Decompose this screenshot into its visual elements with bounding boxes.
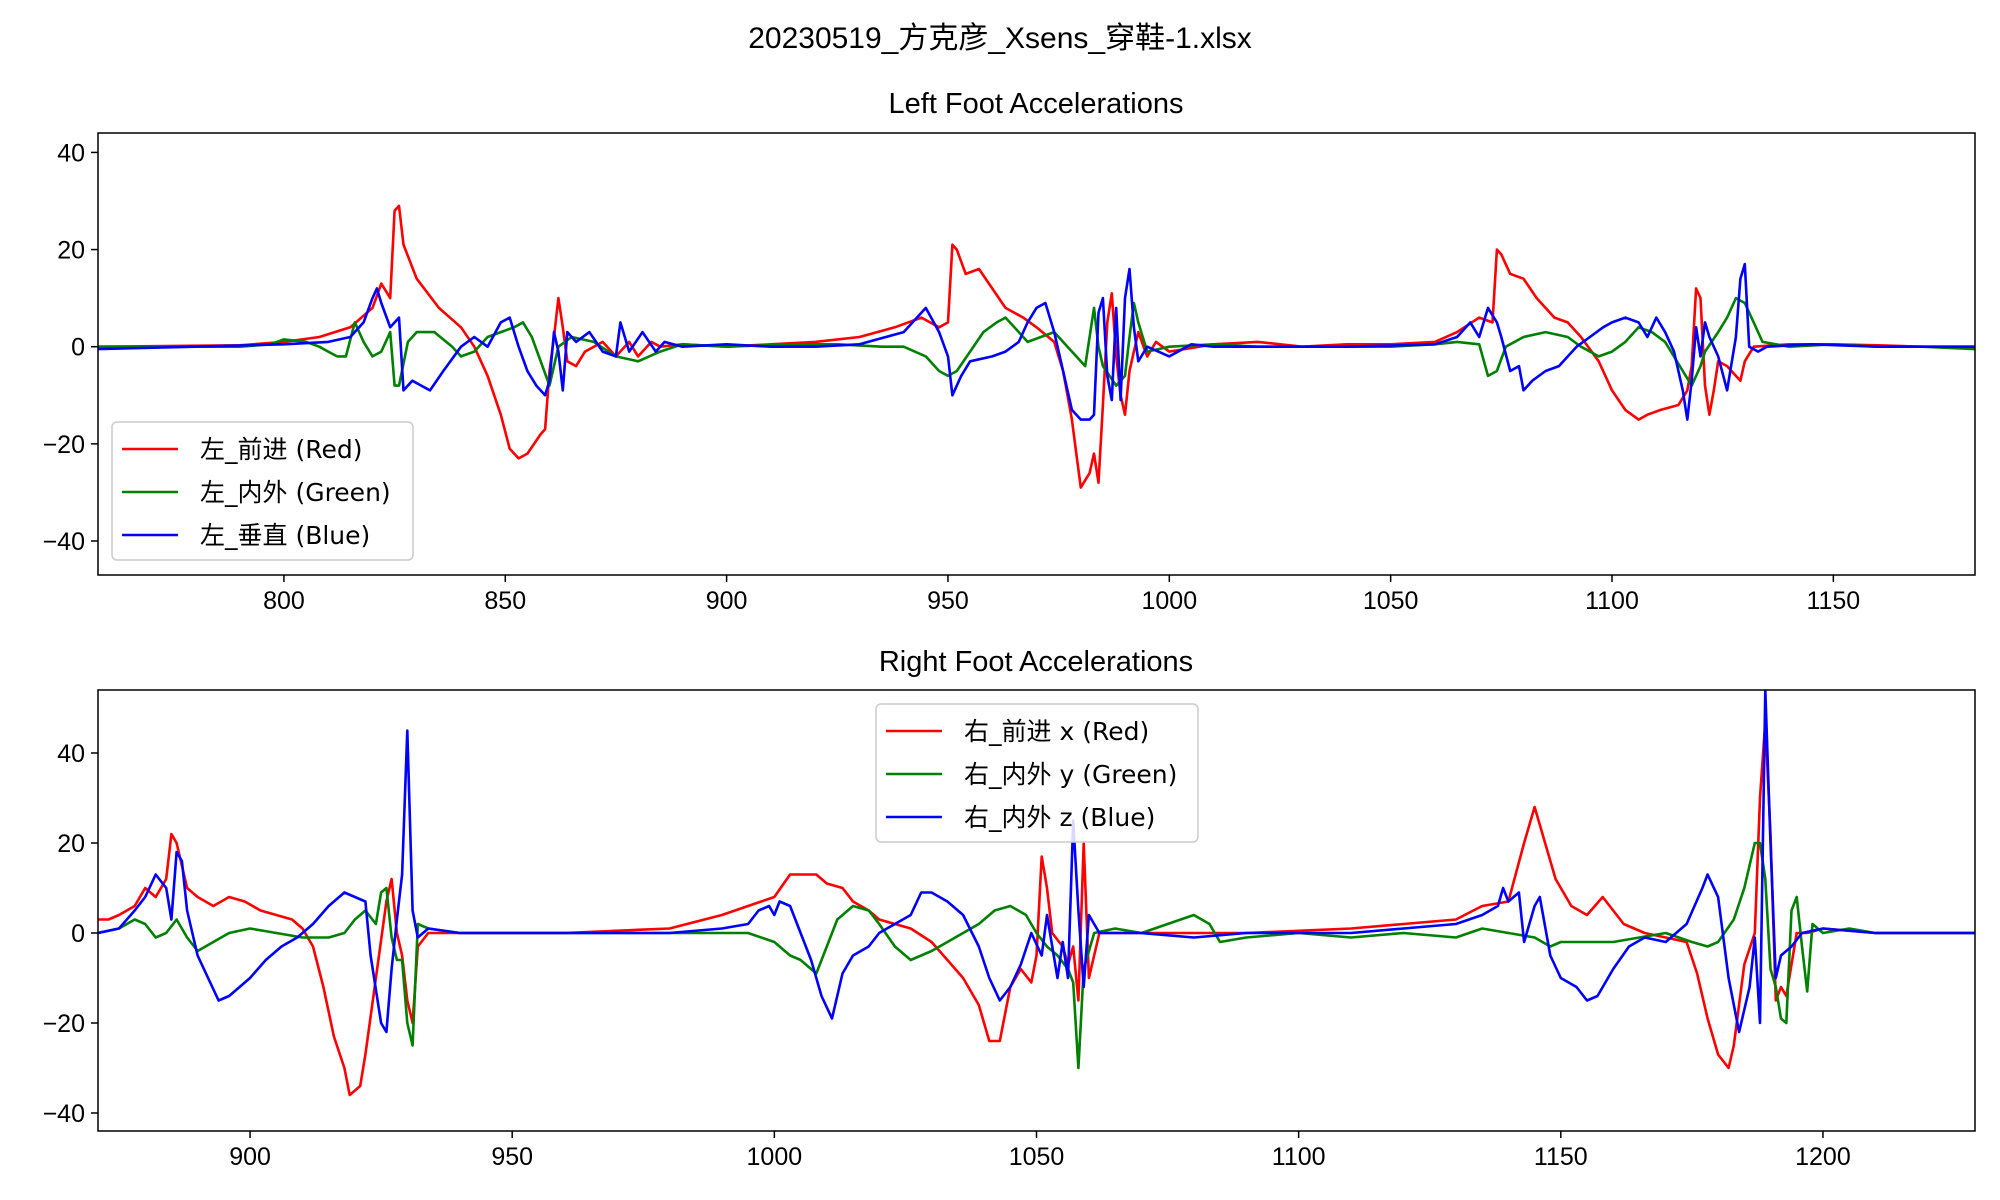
y-tick-label: −20 bbox=[43, 1010, 85, 1038]
series-line-1 bbox=[98, 204, 1975, 489]
x-tick-label: 1200 bbox=[1795, 1143, 1851, 1171]
legend-label: 左_垂直 (Blue) bbox=[200, 521, 370, 550]
left-chart-title: Left Foot Accelerations bbox=[889, 88, 1184, 120]
x-tick-label: 1000 bbox=[1141, 587, 1197, 615]
right-foot-panel: Right Foot Accelerations 900 950 1000 1050 1… bbox=[43, 646, 1976, 1171]
x-tick-label: 800 bbox=[263, 587, 305, 615]
x-tick-label: 1150 bbox=[1534, 1143, 1588, 1171]
x-tick-label: 1050 bbox=[1363, 587, 1419, 615]
y-tick-label: −40 bbox=[43, 1100, 85, 1128]
legend-label: 右_内外 z (Blue) bbox=[964, 803, 1155, 832]
legend-label: 左_内外 (Green) bbox=[200, 478, 391, 507]
legend-label: 右_内外 y (Green) bbox=[964, 760, 1177, 789]
y-tick-label: 0 bbox=[71, 334, 85, 362]
x-tick-label: 950 bbox=[491, 1143, 533, 1171]
legend-label: 左_前进 (Red) bbox=[200, 435, 362, 464]
x-tick-label: 950 bbox=[927, 587, 969, 615]
right-chart-title: Right Foot Accelerations bbox=[879, 646, 1193, 678]
axes-frame bbox=[97, 132, 1976, 576]
y-tick-label: 40 bbox=[57, 740, 85, 768]
right-plot-area: 900 950 1000 1050 1100 1150 1200 −40 −20 0 20 40 右_前… bbox=[43, 689, 1976, 1171]
series-line-3 bbox=[98, 690, 1975, 1034]
series-line-2 bbox=[98, 841, 1975, 1070]
legend: 右_前进 x (Red) 右_内外 y (Green) 右_内外 z (Blue) bbox=[875, 703, 1199, 843]
x-tick-label: 900 bbox=[706, 587, 748, 615]
x-tick-label: 1000 bbox=[747, 1143, 803, 1171]
legend-label: 右_前进 x (Red) bbox=[964, 717, 1149, 746]
y-tick-label: 20 bbox=[57, 830, 85, 858]
legend: 左_前进 (Red) 左_内外 (Green) 左_垂直 (Blue) bbox=[111, 421, 414, 561]
y-tick-label: 40 bbox=[57, 139, 85, 167]
y-tick-label: 20 bbox=[57, 237, 85, 265]
figure-suptitle: 20230519_方克彦_Xsens_穿鞋-1.xlsx bbox=[748, 22, 1252, 55]
y-tick-label: −40 bbox=[43, 528, 85, 556]
x-tick-label: 1100 bbox=[1272, 1143, 1326, 1171]
series-line-1 bbox=[98, 720, 1975, 1097]
x-tick-label: 1150 bbox=[1806, 587, 1860, 615]
x-tick-label: 1050 bbox=[1009, 1143, 1065, 1171]
x-tick-label: 900 bbox=[229, 1143, 271, 1171]
x-tick-label: 850 bbox=[484, 587, 526, 615]
left-foot-panel: Left Foot Accelerations 800 850 900 950 1000… bbox=[43, 88, 1976, 615]
left-plot-area: 800 850 900 950 1000 1050 1100 1150 −40 −20 0 20 40 左… bbox=[43, 132, 1976, 615]
y-tick-label: −20 bbox=[43, 431, 85, 459]
y-tick-label: 0 bbox=[71, 920, 85, 948]
x-tick-label: 1100 bbox=[1585, 587, 1639, 615]
series-line-3 bbox=[98, 262, 1975, 421]
